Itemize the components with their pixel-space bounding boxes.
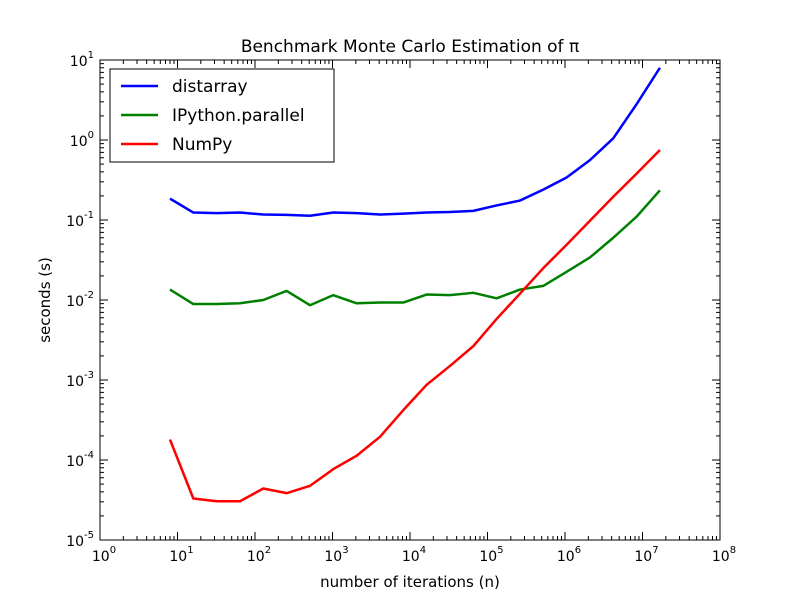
data-point-ipython-parallel [192, 303, 194, 305]
data-point-numpy [239, 500, 241, 502]
data-point-numpy [565, 244, 567, 246]
data-point-ipython-parallel [425, 293, 427, 295]
data-point-ipython-parallel [379, 301, 381, 303]
x-tick-label: 108 [712, 545, 736, 565]
data-point-numpy [355, 455, 357, 457]
data-point-ipython-parallel [519, 288, 521, 290]
data-point-distarray [309, 215, 311, 217]
data-point-distarray [449, 211, 451, 213]
x-tick-label: 101 [169, 545, 193, 565]
data-point-ipython-parallel [565, 271, 567, 273]
data-point-numpy [635, 172, 637, 174]
data-point-ipython-parallel [309, 304, 311, 306]
ticks-layer [99, 59, 721, 541]
data-point-ipython-parallel [169, 288, 171, 290]
data-point-numpy [332, 468, 334, 470]
data-point-numpy [215, 500, 217, 502]
data-point-distarray [379, 213, 381, 215]
data-point-ipython-parallel [635, 215, 637, 217]
y-axis-label: seconds (s) [36, 257, 54, 343]
data-point-distarray [402, 212, 404, 214]
data-point-ipython-parallel [589, 256, 591, 258]
data-point-distarray [215, 212, 217, 214]
data-point-distarray [355, 212, 357, 214]
data-point-ipython-parallel [355, 302, 357, 304]
data-point-distarray [519, 199, 521, 201]
data-point-numpy [262, 487, 264, 489]
y-tick-label: 101 [70, 50, 94, 70]
x-tick-label: 100 [92, 545, 116, 565]
data-point-ipython-parallel [472, 292, 474, 294]
x-tick-label: 103 [324, 545, 348, 565]
data-point-ipython-parallel [612, 237, 614, 239]
data-point-distarray [285, 214, 287, 216]
y-tick-label: 10-2 [66, 290, 94, 310]
data-point-distarray [332, 211, 334, 213]
y-tick-label: 10-1 [66, 210, 94, 230]
legend-label-distarray: distarray [172, 77, 248, 97]
data-point-ipython-parallel [659, 189, 661, 191]
data-point-distarray [169, 197, 171, 199]
data-point-distarray [425, 211, 427, 213]
data-point-distarray [495, 204, 497, 206]
data-point-ipython-parallel [285, 290, 287, 292]
x-tick-label: 106 [557, 545, 581, 565]
data-point-numpy [309, 485, 311, 487]
data-point-ipython-parallel [495, 297, 497, 299]
data-point-distarray [192, 211, 194, 213]
series-line-numpy [168, 149, 661, 503]
data-point-distarray [589, 159, 591, 161]
x-tick-label: 104 [402, 545, 426, 565]
data-point-numpy [192, 497, 194, 499]
series-layer [168, 67, 661, 503]
tick-labels: 100 101 102 103 104 105 106 107 108 10-5 10-4 10-3 1… [66, 50, 736, 565]
data-point-numpy [659, 149, 661, 151]
x-axis-label: number of iterations (n) [320, 573, 500, 591]
data-point-distarray [262, 213, 264, 215]
data-point-numpy [495, 318, 497, 320]
data-point-numpy [402, 409, 404, 411]
data-point-numpy [612, 196, 614, 198]
data-point-ipython-parallel [542, 285, 544, 287]
data-point-numpy [285, 492, 287, 494]
data-point-ipython-parallel [402, 301, 404, 303]
data-point-distarray [612, 137, 614, 139]
chart-title: Benchmark Monte Carlo Estimation of π [241, 37, 579, 57]
series-line-ipython-parallel [169, 189, 661, 307]
data-point-numpy [472, 345, 474, 347]
data-point-numpy [542, 267, 544, 269]
y-tick-label: 10-4 [66, 450, 94, 470]
y-tick-label: 10-3 [66, 370, 94, 390]
data-point-ipython-parallel [332, 294, 334, 296]
series-line-distarray [169, 67, 661, 217]
data-point-distarray [635, 103, 637, 105]
legend-label-numpy: NumPy [172, 135, 232, 155]
data-point-distarray [542, 188, 544, 190]
data-point-distarray [472, 210, 474, 212]
data-point-distarray [565, 176, 567, 178]
legend-label-ipython-parallel: IPython.parallel [172, 106, 305, 126]
data-point-numpy [519, 292, 521, 294]
data-point-ipython-parallel [262, 299, 264, 301]
y-tick-label: 100 [70, 130, 94, 150]
data-point-numpy [449, 365, 451, 367]
x-tick-label: 105 [479, 545, 503, 565]
data-point-numpy [379, 436, 381, 438]
data-point-ipython-parallel [239, 302, 241, 304]
data-point-distarray [659, 67, 661, 69]
y-tick-label: 10-5 [66, 530, 94, 550]
x-tick-label: 102 [247, 545, 271, 565]
data-point-numpy [589, 220, 591, 222]
data-point-numpy [169, 438, 171, 440]
legend: distarray IPython.parallel NumPy [109, 68, 335, 163]
x-tick-label: 107 [634, 545, 658, 565]
data-point-ipython-parallel [449, 294, 451, 296]
data-point-distarray [239, 211, 241, 213]
data-point-ipython-parallel [215, 303, 217, 305]
data-point-numpy [425, 384, 427, 386]
